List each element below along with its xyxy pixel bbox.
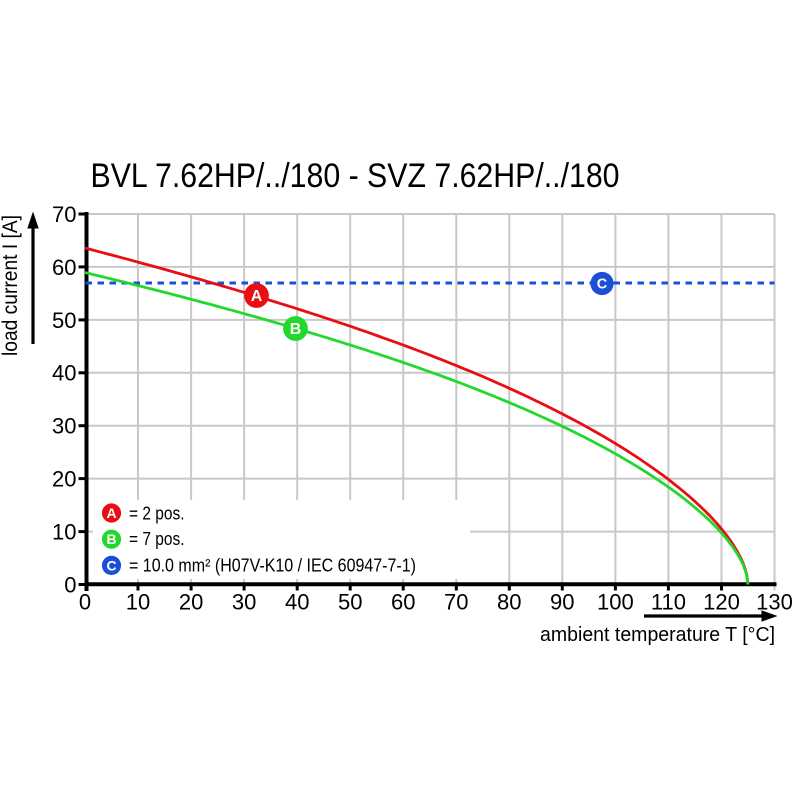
svg-text:20: 20 [52, 467, 76, 492]
svg-text:0: 0 [64, 572, 76, 597]
svg-text:C: C [106, 557, 116, 573]
svg-text:60: 60 [52, 255, 76, 280]
svg-text:30: 30 [232, 590, 256, 615]
svg-text:20: 20 [179, 590, 203, 615]
svg-text:= 10.0 mm² (H07V-K10 / IEC 609: = 10.0 mm² (H07V-K10 / IEC 60947-7-1) [129, 555, 416, 575]
svg-text:0: 0 [79, 590, 91, 615]
svg-text:70: 70 [444, 590, 468, 615]
svg-text:50: 50 [52, 308, 76, 333]
svg-text:70: 70 [52, 202, 76, 227]
svg-text:50: 50 [338, 590, 362, 615]
svg-text:130: 130 [756, 590, 793, 615]
svg-text:load current I [A]: load current I [A] [0, 215, 22, 356]
svg-text:A: A [106, 505, 116, 521]
svg-text:100: 100 [597, 590, 634, 615]
svg-text:60: 60 [391, 590, 415, 615]
svg-text:110: 110 [651, 590, 686, 615]
svg-text:ambient temperature T [°C]: ambient temperature T [°C] [540, 624, 775, 646]
svg-text:120: 120 [703, 590, 740, 615]
svg-text:B: B [106, 531, 116, 547]
svg-text:80: 80 [497, 590, 521, 615]
svg-text:B: B [290, 321, 302, 338]
svg-text:BVL 7.62HP/../180 - SVZ 7.62HP: BVL 7.62HP/../180 - SVZ 7.62HP/../180 [91, 157, 620, 195]
svg-text:10: 10 [126, 590, 150, 615]
svg-text:10: 10 [52, 520, 76, 545]
svg-text:40: 40 [285, 590, 309, 615]
svg-text:90: 90 [550, 590, 574, 615]
svg-text:= 2 pos.: = 2 pos. [129, 504, 185, 524]
svg-text:30: 30 [52, 414, 76, 439]
svg-text:= 7 pos.: = 7 pos. [129, 529, 185, 549]
svg-text:A: A [251, 288, 263, 305]
svg-text:40: 40 [52, 361, 76, 386]
svg-text:C: C [597, 277, 608, 293]
